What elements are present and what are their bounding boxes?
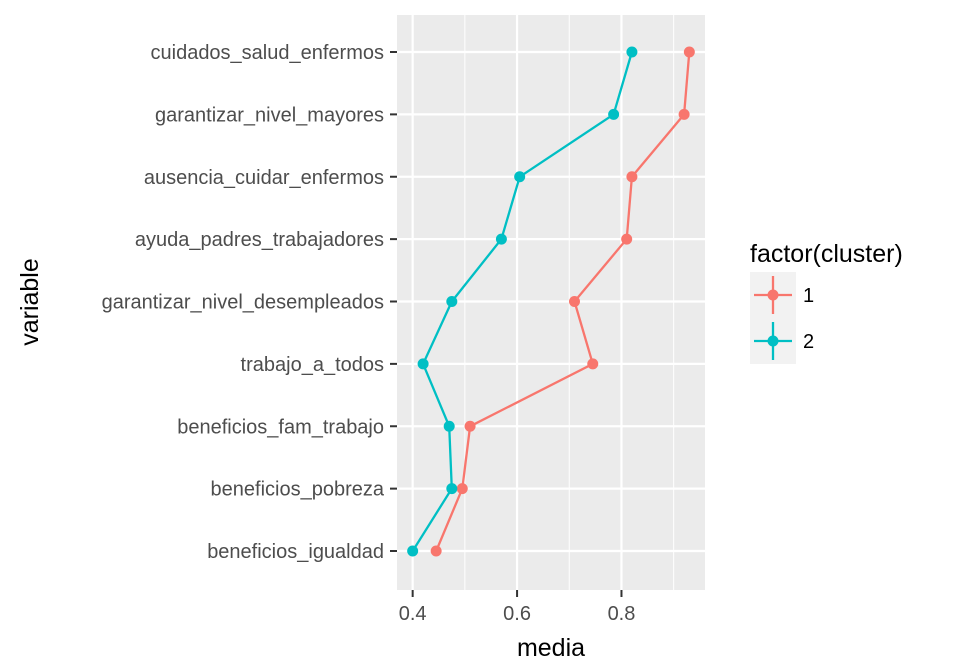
y-tick-label: beneficios_pobreza (211, 479, 385, 501)
y-tick-label: beneficios_fam_trabajo (177, 416, 384, 438)
legend-key-point (767, 289, 779, 301)
y-tick-label: garantizar_nivel_desempleados (102, 292, 384, 314)
series-2-point (608, 108, 620, 120)
y-tick-label: garantizar_nivel_mayores (155, 104, 384, 126)
y-tick-label: beneficios_igualdad (207, 541, 384, 563)
series-1-point (568, 296, 580, 307)
x-tick-label: 0.6 (503, 603, 531, 625)
series-1-point (683, 46, 695, 58)
series-2-point (443, 420, 455, 432)
y-axis-title: variable (16, 258, 44, 346)
series-2-point (495, 233, 507, 245)
y-tick-label: cuidados_salud_enfermos (151, 42, 385, 64)
x-tick-label: 0.4 (399, 603, 427, 625)
y-axis: cuidados_salud_enfermos garantizar_nivel_… (102, 42, 397, 563)
legend-key-point (767, 335, 779, 347)
series-2-point (514, 171, 526, 183)
x-axis: 0.4 0.6 0.8 (399, 590, 636, 625)
series-1-point (621, 233, 633, 245)
series-2-point (446, 296, 458, 307)
grid-layer (397, 15, 705, 590)
series-1-point (678, 108, 690, 120)
series-layer (407, 46, 695, 557)
y-tick-label: ayuda_padres_trabajadores (135, 229, 384, 251)
x-axis-title: media (517, 634, 585, 662)
series-2-point (626, 46, 638, 58)
legend-label: 2 (803, 331, 814, 353)
y-tick-label: ausencia_cuidar_enfermos (144, 167, 384, 189)
x-tick-label: 0.8 (608, 603, 636, 625)
series-1-point (587, 358, 599, 370)
series-1-point (456, 483, 468, 495)
series-2-point (446, 483, 458, 495)
series-2-point (407, 545, 419, 557)
legend-label: 1 (803, 285, 814, 307)
legend-title: factor(cluster) (750, 240, 903, 268)
legend: factor(cluster) 1 2 (750, 240, 903, 364)
series-1-point (626, 171, 638, 183)
series-1-point (464, 420, 476, 432)
series-2-point (417, 358, 429, 370)
y-tick-label: trabajo_a_todos (241, 354, 384, 376)
series-1-point (430, 545, 442, 557)
